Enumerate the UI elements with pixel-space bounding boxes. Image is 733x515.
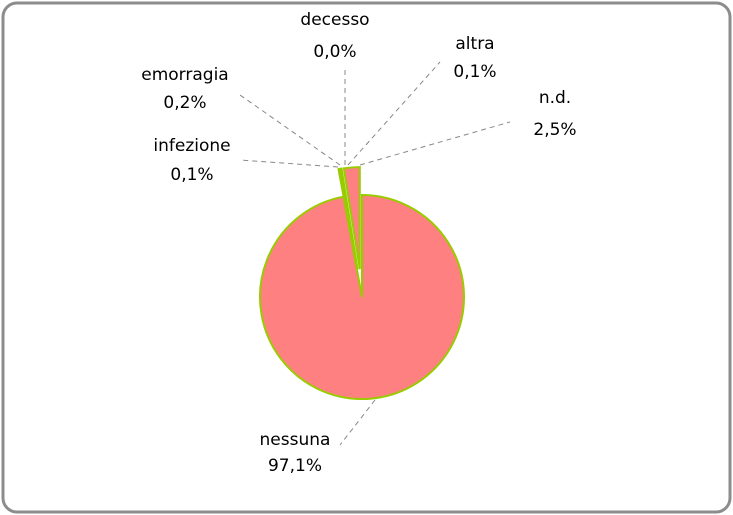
slice-label: altra xyxy=(455,34,494,54)
leader-line xyxy=(239,159,339,168)
slice-label: n.d. xyxy=(539,88,571,108)
slice-label: infezione xyxy=(153,136,230,156)
pie-slice xyxy=(339,167,359,270)
slice-value-label: 0,1% xyxy=(170,165,213,185)
slice-value-label: 0,0% xyxy=(313,42,356,62)
leader-line xyxy=(339,399,376,446)
slice-value-label: 0,2% xyxy=(163,93,206,113)
slice-label: decesso xyxy=(300,10,369,30)
leader-line xyxy=(359,121,511,166)
pie-slice xyxy=(342,166,361,270)
slice-value-label: 2,5% xyxy=(533,120,576,140)
slice-label: nessuna xyxy=(260,430,331,450)
slice-value-label: 97,1% xyxy=(268,456,322,476)
slice-value-label: 0,1% xyxy=(453,62,496,82)
pie-slice xyxy=(259,193,466,400)
slice-label: emorragia xyxy=(141,65,228,85)
leader-line xyxy=(239,94,341,166)
